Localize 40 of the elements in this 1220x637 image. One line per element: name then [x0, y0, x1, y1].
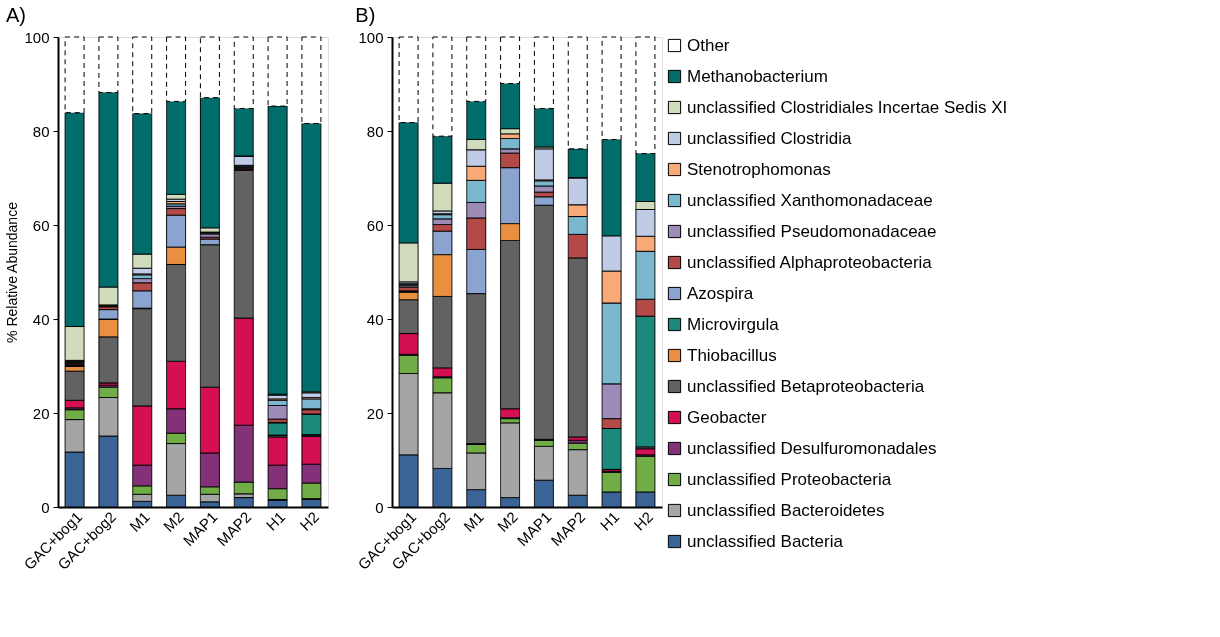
legend-label: unclassified Clostridiales Incertae Sedis XI [687, 97, 1008, 117]
legend-label: Azospira [687, 283, 754, 303]
legend-label: Other [687, 35, 730, 55]
y-tick-label: 40 [366, 310, 384, 328]
chart-title: A) [5, 4, 26, 26]
y-tick-label: 80 [366, 122, 384, 140]
legend-label: Stenotrophomonas [687, 159, 831, 179]
legend-label: Microvirgula [687, 314, 780, 334]
y-tick-label: 0 [375, 498, 384, 516]
y-tick-label: 0 [41, 498, 50, 516]
x-tick-label: H2 [296, 508, 323, 534]
x-tick-label: M2 [493, 508, 521, 535]
x-tick-label: H1 [262, 508, 289, 534]
legend-label: unclassified Clostridia [687, 128, 852, 148]
y-axis-title: % Relative Abundance [4, 201, 21, 343]
legend-label: unclassified Bacteroidetes [687, 500, 885, 520]
y-tick-label: 20 [366, 404, 384, 422]
legend-label: unclassified Alphaproteobacteria [687, 252, 933, 272]
chart-title: B) [355, 4, 376, 26]
x-tick-label: M1 [460, 508, 487, 535]
y-tick-label: 100 [24, 28, 50, 46]
y-tick-label: 40 [32, 310, 50, 328]
legend-label: unclassified Desulfuromonadales [687, 438, 937, 458]
x-tick-label: H1 [596, 508, 623, 534]
legend-label: Thiobacillus [687, 345, 777, 365]
x-tick-label: H2 [630, 508, 657, 534]
legend-label: unclassified Bacteria [687, 531, 844, 551]
y-tick-label: 20 [32, 404, 50, 422]
y-tick-label: 100 [358, 28, 384, 46]
y-tick-label: 60 [366, 216, 384, 234]
legend-label: unclassified Xanthomonadaceae [687, 190, 933, 210]
x-tick-label: M1 [126, 508, 153, 535]
legend-label: Geobacter [687, 407, 767, 427]
legend-label: unclassified Pseudomonadaceae [687, 221, 937, 241]
y-tick-label: 60 [32, 216, 50, 234]
legend-label: unclassified Proteobacteria [687, 469, 892, 489]
y-tick-label: 80 [32, 122, 50, 140]
legend-label: Methanobacterium [687, 66, 828, 86]
x-tick-label: M2 [159, 508, 187, 535]
legend-label: unclassified Betaproteobacteria [687, 376, 925, 396]
